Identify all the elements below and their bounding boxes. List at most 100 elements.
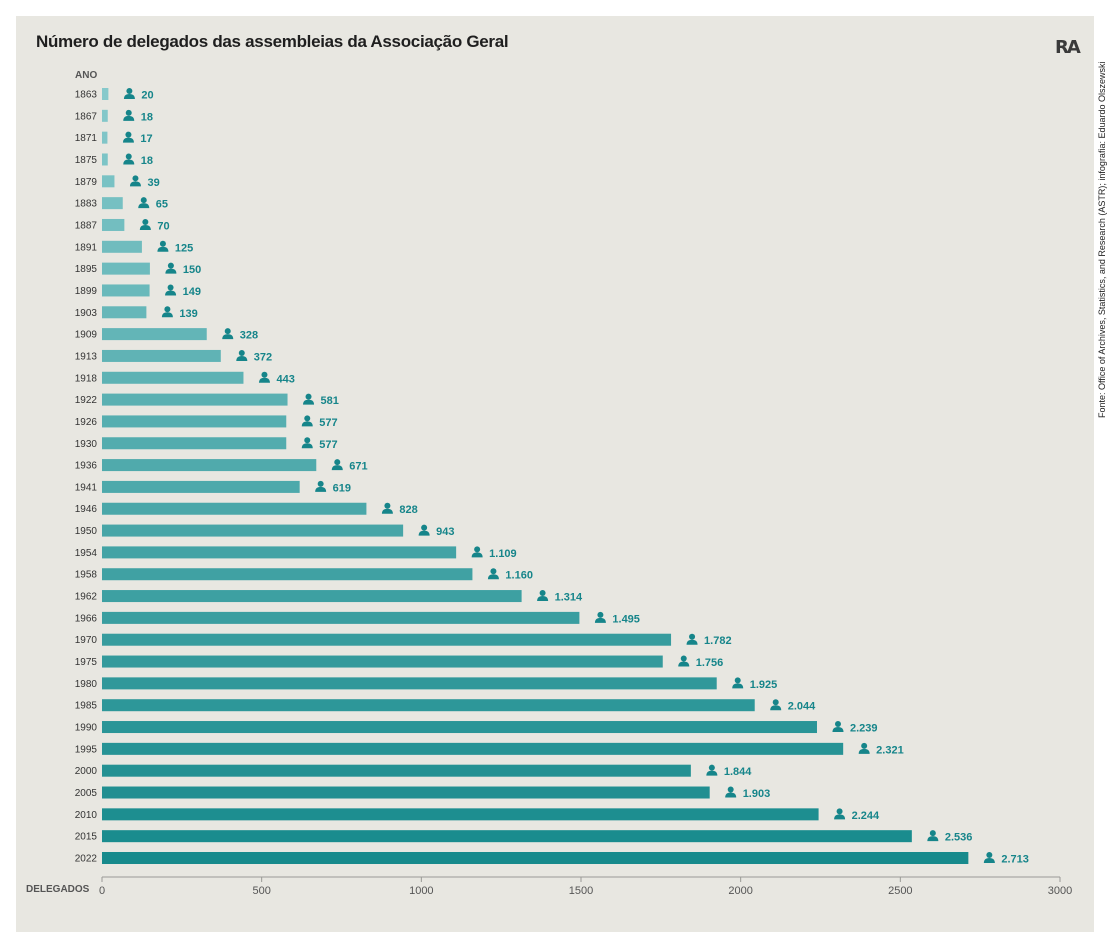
bar [102,546,457,559]
person-icon-body [301,443,313,449]
bar [102,830,912,843]
person-icon-head [159,240,166,247]
person-icon-body [315,486,327,492]
person-icon [315,480,327,492]
person-icon [123,109,135,121]
person-icon-body [594,617,606,623]
person-icon-body [303,399,315,405]
y-tick-label: 2010 [75,810,98,821]
bar [102,655,663,668]
person-icon-head [474,546,481,553]
y-tick-label: 1975 [75,657,98,668]
person-icon [732,677,744,689]
y-tick-label: 1958 [75,570,98,581]
person-icon-body [161,312,173,318]
person-icon-head [680,655,687,662]
person-icon-head [164,306,171,313]
person-icon [138,197,150,209]
person-icon [471,546,483,558]
bar [102,218,125,231]
y-tick-label: 1863 [75,90,98,101]
person-icon [725,786,737,798]
person-icon-head [167,262,174,269]
x-tick-label: 1000 [409,885,433,897]
x-axis-title: DELEGADOS [26,884,90,895]
person-icon-head [986,852,993,858]
person-icon-head [132,175,139,182]
bar [102,306,147,319]
person-icon-body [301,421,313,427]
person-icon-body [927,836,939,842]
person-icon-body [122,137,134,143]
data-label: 1.756 [696,657,724,669]
person-icon-head [140,197,147,204]
y-tick-label: 1990 [75,723,98,734]
data-label: 328 [240,330,258,342]
y-tick-label: 2015 [75,832,98,843]
person-icon-head [539,590,546,597]
data-label: 577 [319,417,337,429]
data-label: 443 [276,373,294,385]
x-tick-label: 1500 [569,885,593,897]
person-icon-head [125,153,132,160]
y-tick-label: 1941 [75,482,98,493]
y-tick-label: 1962 [75,592,98,603]
person-icon [858,742,870,754]
y-tick-label: 1883 [75,199,98,210]
bar [102,131,108,144]
y-tick-label: 1980 [75,679,98,690]
y-tick-label: 1946 [75,504,98,515]
bar [102,633,672,646]
person-icon [678,655,690,667]
person-icon-head [304,415,311,422]
y-tick-label: 1891 [75,242,98,253]
person-icon-head [167,284,174,291]
person-icon [165,262,177,274]
person-icon-head [836,808,843,815]
person-icon-head [304,437,311,444]
data-label: 2.536 [945,832,973,844]
data-label: 2.044 [788,701,816,713]
bar [102,328,207,341]
y-tick-label: 1954 [75,548,98,559]
data-label: 1.495 [612,613,640,625]
person-icon [236,349,248,361]
bar [102,349,221,362]
person-icon [129,175,141,187]
bar [102,284,150,297]
person-icon-body [381,508,393,514]
y-axis-title: ANO [75,70,97,81]
person-icon [303,393,315,405]
y-tick-label: 1871 [75,133,98,144]
data-label: 1.782 [704,635,732,647]
x-tick-label: 2500 [888,885,912,897]
bar [102,480,300,493]
person-icon [123,153,135,165]
bar [102,437,287,450]
data-label: 619 [333,482,351,494]
data-label: 149 [183,286,201,298]
bar [102,721,817,734]
person-icon [770,699,782,711]
person-icon-body [732,683,744,689]
person-icon-head [125,109,132,116]
data-label: 18 [141,111,153,123]
y-tick-label: 1918 [75,373,98,384]
data-label: 65 [156,199,168,211]
data-label: 943 [436,526,454,538]
y-tick-label: 1895 [75,264,98,275]
person-icon-body [487,574,499,580]
person-icon [381,502,393,514]
person-icon-head [929,830,936,837]
person-icon-body [123,115,135,121]
y-tick-label: 1930 [75,439,98,450]
y-tick-label: 1950 [75,526,98,537]
person-icon-head [384,502,391,509]
x-tick-label: 500 [252,885,270,897]
person-icon-body [165,290,177,296]
bar [102,240,142,253]
person-icon-body [832,727,844,733]
person-icon-body [236,355,248,361]
person-icon-body [418,530,430,536]
